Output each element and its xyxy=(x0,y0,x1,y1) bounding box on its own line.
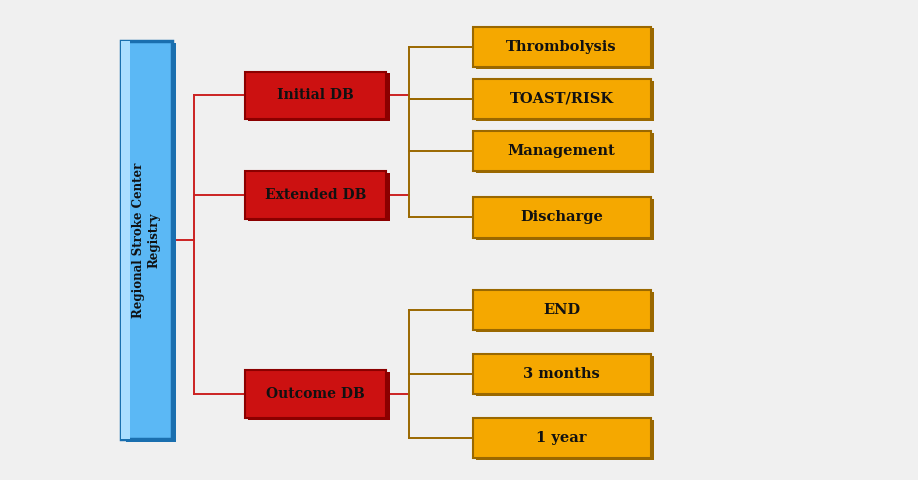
Bar xyxy=(248,73,389,121)
Text: Management: Management xyxy=(508,144,616,158)
Bar xyxy=(121,41,172,439)
Text: Thrombolysis: Thrombolysis xyxy=(507,40,617,54)
Bar xyxy=(476,292,655,332)
Bar xyxy=(126,43,176,442)
Bar xyxy=(121,41,130,439)
Bar xyxy=(244,171,386,219)
Bar xyxy=(248,372,389,420)
Bar xyxy=(473,131,651,171)
Bar xyxy=(473,197,651,238)
Text: 3 months: 3 months xyxy=(523,367,600,381)
Bar xyxy=(476,81,655,121)
Bar xyxy=(473,290,651,330)
Bar xyxy=(244,371,386,418)
Text: Outcome DB: Outcome DB xyxy=(266,387,364,401)
Text: END: END xyxy=(543,303,580,317)
Bar xyxy=(476,133,655,173)
Bar xyxy=(473,79,651,119)
Bar xyxy=(473,354,651,394)
Text: TOAST/RISK: TOAST/RISK xyxy=(509,92,613,106)
Bar xyxy=(473,26,651,67)
Text: Extended DB: Extended DB xyxy=(264,188,366,202)
Bar xyxy=(476,356,655,396)
Bar xyxy=(476,28,655,69)
Bar xyxy=(473,418,651,458)
Bar xyxy=(476,420,655,460)
Bar xyxy=(476,199,655,240)
Text: Discharge: Discharge xyxy=(521,210,603,225)
Text: Regional Stroke Center
Registry: Regional Stroke Center Registry xyxy=(132,162,161,318)
Bar xyxy=(244,72,386,119)
Text: 1 year: 1 year xyxy=(536,431,587,445)
Text: Initial DB: Initial DB xyxy=(277,88,353,102)
Bar xyxy=(248,173,389,220)
